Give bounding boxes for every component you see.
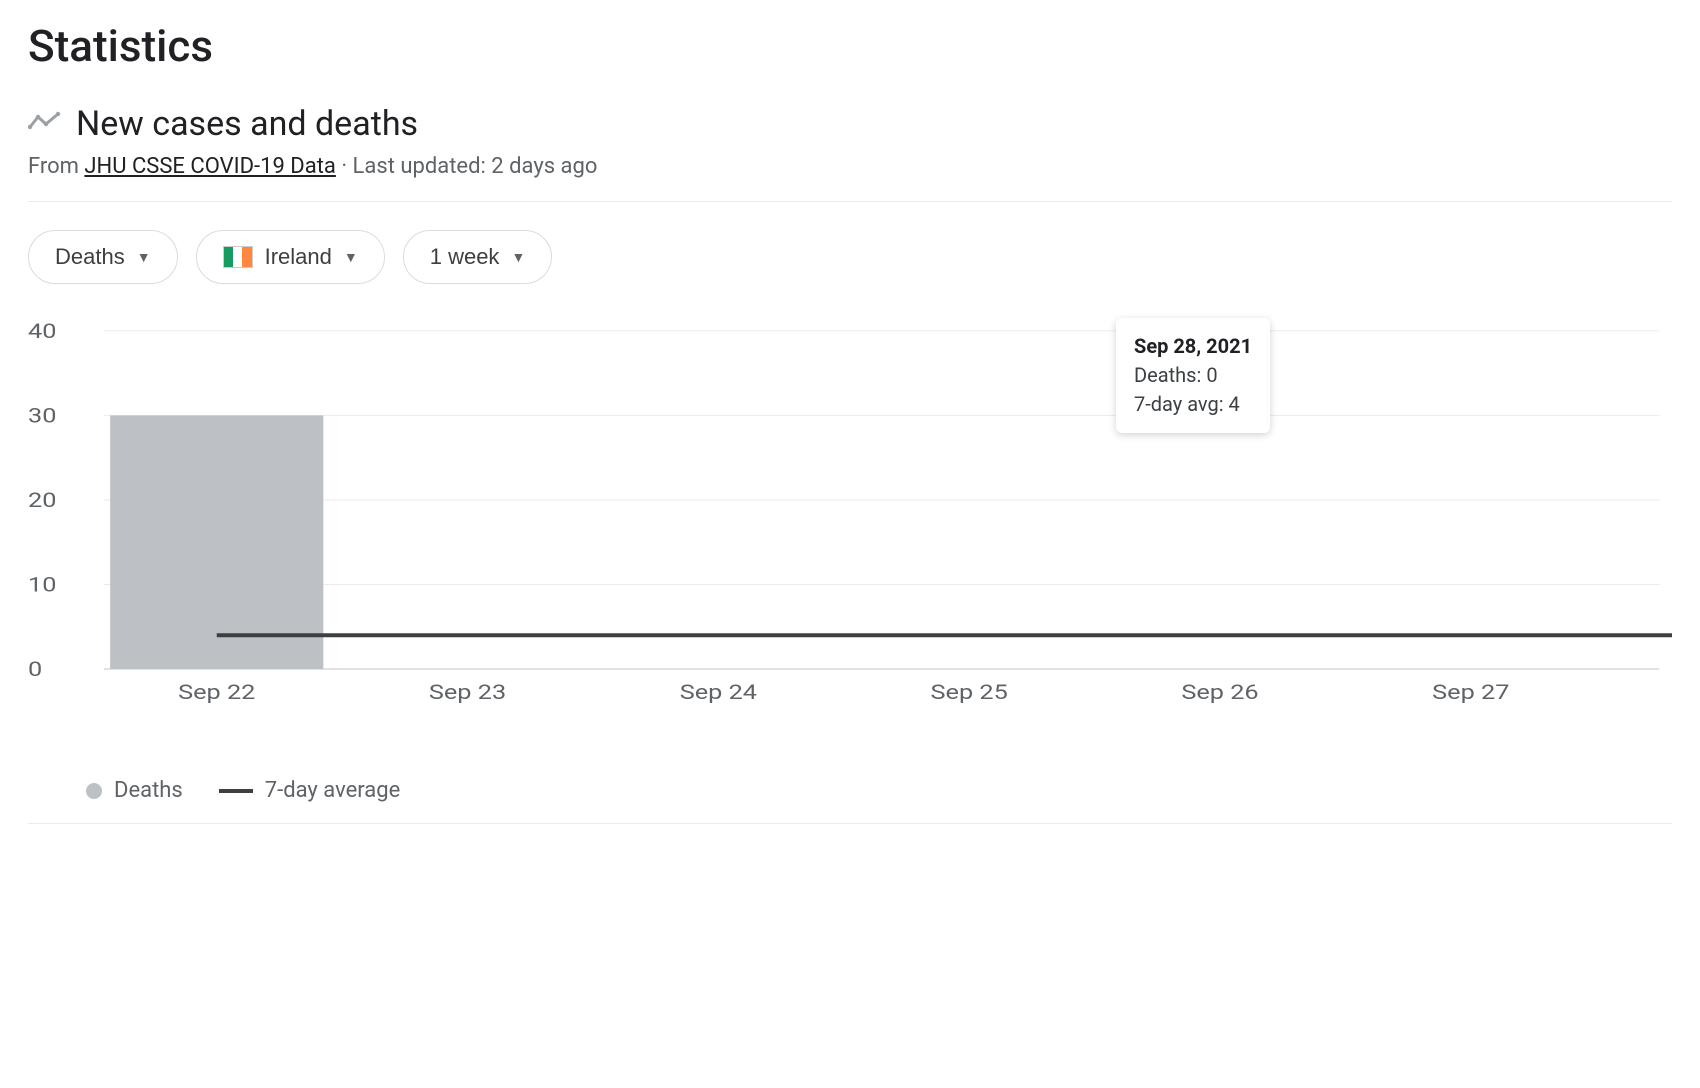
tooltip-row: 7-day avg: 4 — [1134, 390, 1252, 419]
metric-label: Deaths — [55, 244, 125, 270]
legend-label: Deaths — [114, 778, 183, 803]
chevron-down-icon: ▼ — [344, 249, 358, 265]
svg-text:30: 30 — [28, 404, 56, 428]
tooltip-row-value: 0 — [1206, 363, 1217, 387]
svg-text:10: 10 — [28, 573, 56, 597]
svg-text:0: 0 — [28, 658, 42, 682]
svg-text:40: 40 — [28, 319, 56, 343]
chart-svg[interactable]: 010203040Sep 22Sep 23Sep 24Sep 25Sep 26S… — [28, 314, 1672, 754]
tooltip-row-value: 4 — [1229, 392, 1240, 416]
svg-text:Sep 24: Sep 24 — [680, 681, 758, 705]
legend-dot-icon — [86, 783, 102, 799]
trend-icon — [28, 110, 62, 138]
source-separator: · — [336, 154, 353, 179]
updated-label: Last updated: 2 days ago — [353, 154, 598, 179]
source-line: From JHU CSSE COVID-19 Data · Last updat… — [28, 154, 1672, 179]
chart-legend: Deaths 7-day average — [28, 762, 1672, 823]
chart-area: 010203040Sep 22Sep 23Sep 24Sep 25Sep 26S… — [28, 314, 1672, 754]
svg-text:Sep 23: Sep 23 — [429, 681, 506, 705]
legend-item-deaths: Deaths — [86, 778, 183, 803]
source-prefix: From — [28, 154, 84, 179]
chevron-down-icon: ▼ — [511, 249, 525, 265]
section-header: New cases and deaths — [28, 104, 1672, 144]
chart-tooltip: Sep 28, 2021 Deaths: 0 7-day avg: 4 — [1116, 318, 1270, 433]
range-dropdown[interactable]: 1 week ▼ — [403, 230, 553, 284]
region-label: Ireland — [265, 244, 332, 270]
legend-dash-icon — [219, 789, 253, 793]
page-title: Statistics — [28, 20, 1672, 72]
divider — [28, 823, 1672, 824]
section-title: New cases and deaths — [76, 104, 418, 144]
svg-text:20: 20 — [28, 489, 56, 513]
tooltip-row-label: 7-day avg — [1134, 392, 1219, 416]
svg-text:Sep 26: Sep 26 — [1181, 681, 1258, 705]
chevron-down-icon: ▼ — [137, 249, 151, 265]
legend-label: 7-day average — [265, 778, 401, 803]
metric-dropdown[interactable]: Deaths ▼ — [28, 230, 178, 284]
filter-row: Deaths ▼ Ireland ▼ 1 week ▼ — [28, 202, 1672, 314]
legend-item-avg: 7-day average — [219, 778, 401, 803]
tooltip-row: Deaths: 0 — [1134, 361, 1252, 390]
range-label: 1 week — [430, 244, 500, 270]
region-dropdown[interactable]: Ireland ▼ — [196, 230, 385, 284]
svg-text:Sep 22: Sep 22 — [178, 681, 255, 705]
tooltip-title: Sep 28, 2021 — [1134, 332, 1252, 361]
svg-text:Sep 27: Sep 27 — [1432, 681, 1509, 705]
source-link[interactable]: JHU CSSE COVID-19 Data — [84, 154, 335, 179]
ireland-flag-icon — [223, 246, 253, 268]
svg-text:Sep 25: Sep 25 — [931, 681, 1008, 705]
tooltip-row-label: Deaths — [1134, 363, 1197, 387]
